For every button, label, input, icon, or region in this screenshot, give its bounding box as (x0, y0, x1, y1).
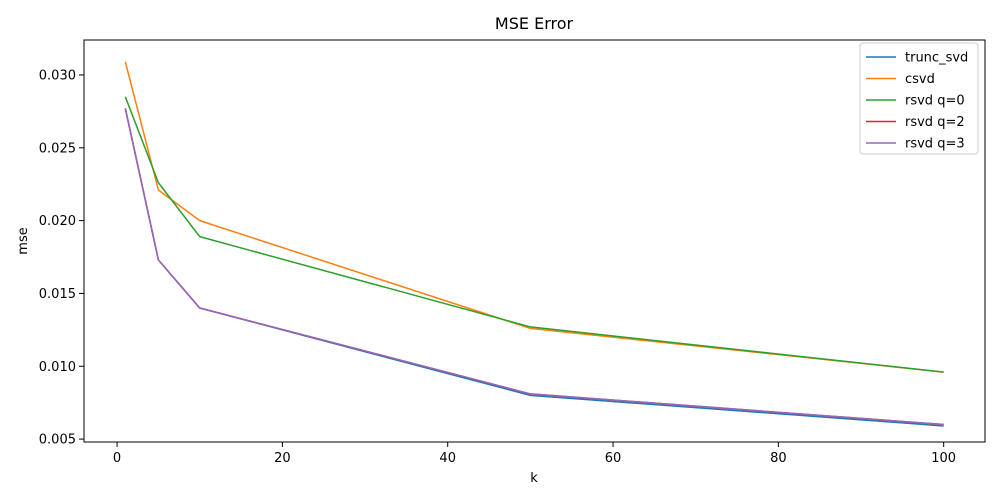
x-tick-label: 0 (113, 451, 121, 466)
x-tick-label: 80 (770, 451, 787, 466)
series-line-3 (124, 108, 944, 426)
series-line-1 (124, 61, 944, 373)
y-tick-label: 0.025 (39, 141, 76, 156)
y-axis-label: mse (16, 227, 31, 254)
x-tick-label: 20 (274, 451, 291, 466)
legend-item-label: rsvd q=2 (905, 115, 965, 130)
y-tick-label: 0.015 (39, 287, 76, 302)
y-tick-label: 0.020 (39, 214, 76, 229)
x-axis-label: k (530, 471, 538, 486)
x-tick-label: 40 (439, 451, 456, 466)
y-tick-label: 0.005 (39, 433, 76, 448)
y-tick-label: 0.010 (39, 360, 76, 375)
plot-area-frame (83, 39, 986, 443)
legend-item-label: trunc_svd (905, 51, 968, 66)
series-line-2 (124, 96, 944, 373)
legend-frame (859, 42, 979, 155)
x-axis: 0 20 40 60 80 100 (113, 442, 956, 466)
x-tick-label: 100 (931, 451, 956, 466)
x-tick-label: 60 (605, 451, 622, 466)
y-axis: 0.005 0.010 0.015 0.020 0.025 0.030 (39, 68, 84, 448)
chart-title: MSE Error (495, 14, 574, 33)
series-line-0 (124, 108, 944, 427)
legend-item-label: csvd (905, 72, 935, 87)
series-lines (124, 61, 944, 427)
legend-item-label: rsvd q=0 (905, 94, 965, 109)
legend-item-label: rsvd q=3 (905, 137, 965, 152)
series-line-4 (124, 108, 944, 426)
y-tick-label: 0.030 (39, 68, 76, 83)
